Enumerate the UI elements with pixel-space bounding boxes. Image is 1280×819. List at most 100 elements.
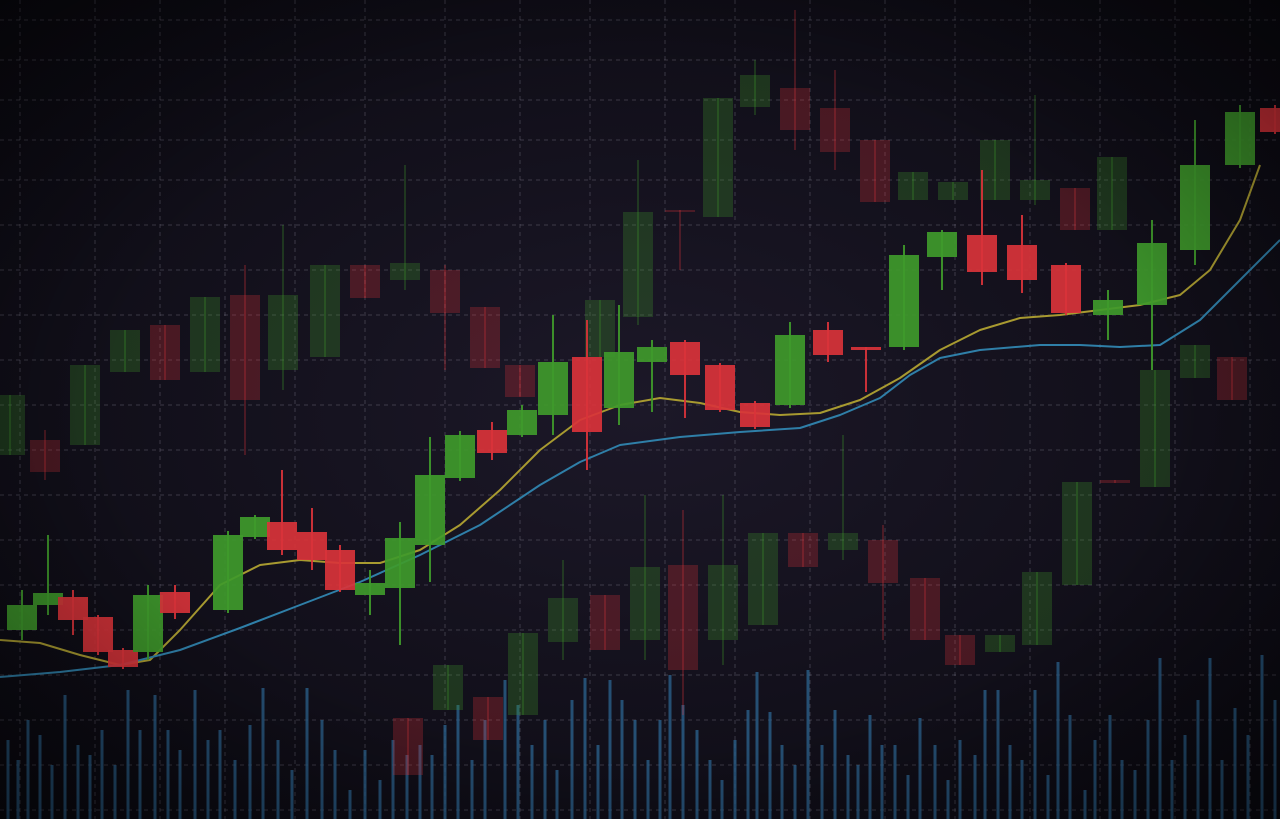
volume-bar [1246, 735, 1250, 819]
volume-bar [768, 712, 772, 819]
candle-body [1022, 572, 1052, 645]
candle-body [1217, 357, 1247, 400]
volume-bar [1068, 715, 1072, 819]
candle-body [230, 295, 260, 400]
candle-body [393, 718, 423, 775]
volume-bar [16, 760, 20, 819]
candle-body [740, 75, 770, 107]
candle-body [7, 605, 37, 630]
candle-body [213, 535, 243, 610]
volume-bar [1108, 715, 1112, 819]
candle-body [775, 335, 805, 405]
candle-body [190, 297, 220, 372]
volume-bar [88, 755, 92, 819]
volume-bar [50, 765, 54, 819]
volume-bar [470, 760, 474, 819]
volume-bar [1020, 760, 1024, 819]
candle-body [1097, 157, 1127, 230]
candle-body [780, 88, 810, 130]
candle-body [1225, 112, 1255, 165]
volume-bar [733, 740, 737, 819]
candle-body [390, 263, 420, 280]
candle-body [70, 365, 100, 445]
candle-body [1180, 165, 1210, 250]
candle-body [350, 265, 380, 298]
candle-body [1020, 180, 1050, 200]
candle-body [1051, 265, 1081, 313]
candle-body [505, 365, 535, 397]
volume-bar [958, 740, 962, 819]
volume-bar [193, 690, 197, 819]
volume-bar [583, 678, 587, 819]
volume-bar [543, 720, 547, 819]
volume-bar [996, 690, 1000, 819]
volume-bar [820, 745, 824, 819]
volume-bar [1196, 700, 1200, 819]
volume-bar [76, 745, 80, 819]
volume-bar [1120, 760, 1124, 819]
volume-bar [63, 695, 67, 819]
candle-body [538, 362, 568, 415]
volume-bar [1208, 658, 1212, 819]
volume-bar [893, 745, 897, 819]
volume-bar [780, 745, 784, 819]
candle-body [938, 182, 968, 200]
volume-bar [620, 700, 624, 819]
volume-bar [290, 770, 294, 819]
candle-body [83, 617, 113, 652]
candle-body [108, 650, 138, 667]
candle-body [58, 597, 88, 620]
volume-bar [1183, 735, 1187, 819]
volume-bar [1046, 775, 1050, 819]
candle-body [1060, 188, 1090, 230]
candle-body [572, 357, 602, 432]
volume-bar [378, 780, 382, 819]
candle-body [788, 533, 818, 567]
candle-body [268, 295, 298, 370]
volume-bar [806, 670, 810, 819]
candle-body [110, 330, 140, 372]
volume-bar [608, 680, 612, 819]
candle-body [1062, 482, 1092, 585]
candle-body [1260, 108, 1280, 132]
candle-body [297, 532, 327, 560]
candle-body [604, 352, 634, 408]
candle-body [980, 140, 1010, 200]
candle-body [310, 265, 340, 357]
volume-bar [1220, 760, 1224, 819]
volume-bar [113, 765, 117, 819]
candle-body [30, 440, 60, 472]
volume-bar [1056, 662, 1060, 819]
candle-body [415, 475, 445, 545]
volume-bar [1008, 745, 1012, 819]
candle-body [945, 635, 975, 665]
candle-body [889, 255, 919, 347]
volume-bar [38, 735, 42, 819]
volume-bar [720, 780, 724, 819]
volume-bar [755, 672, 759, 819]
candle-body [1093, 300, 1123, 315]
candle-body [927, 232, 957, 257]
volume-bar [363, 750, 367, 819]
volume-bar [906, 775, 910, 819]
candle-body [851, 347, 881, 350]
candle-body [1180, 345, 1210, 378]
volume-bar [178, 750, 182, 819]
volume-bar [166, 730, 170, 819]
volume-bar [793, 765, 797, 819]
volume-bar [1233, 708, 1237, 819]
volume-bar [856, 765, 860, 819]
volume-bar [918, 718, 922, 819]
candle-body [473, 697, 503, 740]
volume-bar [596, 745, 600, 819]
candle-body [630, 567, 660, 640]
candle-body [430, 270, 460, 313]
volume-bar [868, 715, 872, 819]
volume-bar [443, 725, 447, 819]
volume-bar [1133, 770, 1137, 819]
volume-bar [880, 745, 884, 819]
volume-bar [333, 750, 337, 819]
volume-bar [1170, 760, 1174, 819]
